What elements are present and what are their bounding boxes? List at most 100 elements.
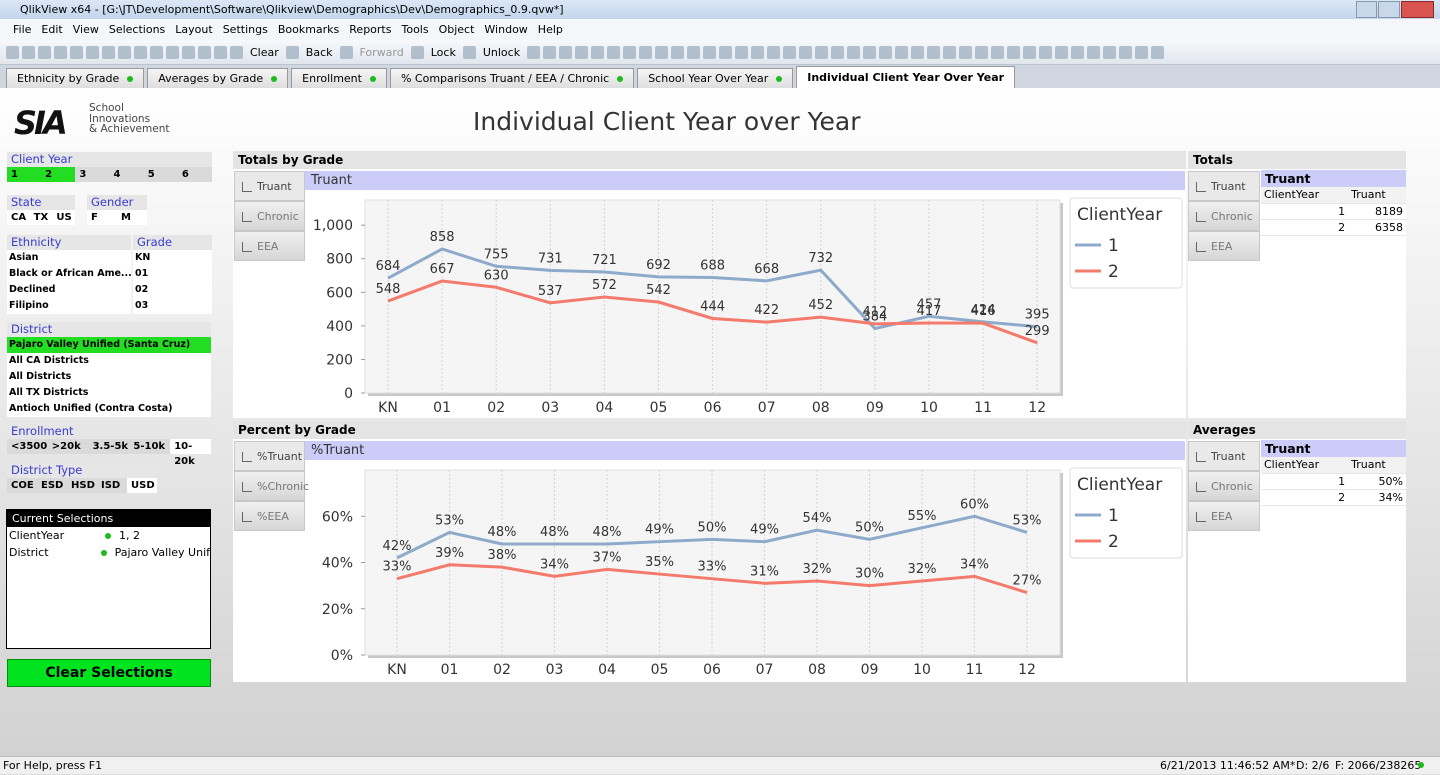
table-button[interactable]: Chronic xyxy=(1188,201,1260,231)
toolbar-icon[interactable] xyxy=(799,45,813,59)
toolbar-icon[interactable] xyxy=(182,45,195,59)
toolbar-icon[interactable] xyxy=(118,45,131,59)
listbox-value[interactable]: All Districts xyxy=(9,371,72,382)
menu-item[interactable]: File xyxy=(13,23,32,36)
toolbar-icon[interactable] xyxy=(339,45,353,59)
listbox-value[interactable]: ISD xyxy=(97,478,127,493)
menu-item[interactable]: Settings xyxy=(222,23,268,36)
listbox-value[interactable]: Asian xyxy=(9,252,39,263)
toolbar-icon[interactable] xyxy=(38,45,51,59)
toolbar-icon[interactable] xyxy=(879,45,893,59)
toolbar-icon[interactable] xyxy=(751,45,765,59)
toolbar-icon[interactable] xyxy=(975,45,989,59)
toolbar-icon[interactable] xyxy=(623,45,637,59)
toolbar-icon[interactable] xyxy=(815,45,829,59)
toolbar-icon[interactable] xyxy=(863,45,877,59)
toolbar-button[interactable]: Back xyxy=(305,45,333,59)
table-button[interactable]: Truant xyxy=(1188,441,1260,471)
toolbar-icon[interactable] xyxy=(410,45,424,59)
listbox-value[interactable]: 2 xyxy=(41,167,76,182)
sheet-tab[interactable]: Averages by Grade xyxy=(147,68,289,88)
toolbar-icon[interactable] xyxy=(54,45,67,59)
sheet-tab[interactable]: % Comparisons Truant / EEA / Chronic xyxy=(389,68,635,88)
toolbar-icon[interactable] xyxy=(911,45,925,59)
toolbar-icon[interactable] xyxy=(591,45,605,59)
toolbar-button[interactable]: Forward xyxy=(359,45,404,59)
sheet-tab[interactable]: Individual Client Year Over Year xyxy=(796,66,1016,88)
toolbar-icon[interactable] xyxy=(150,45,163,59)
toolbar-icon[interactable] xyxy=(831,45,845,59)
toolbar-button[interactable]: Lock xyxy=(430,45,456,59)
toolbar-icon[interactable] xyxy=(671,45,685,59)
listbox-value[interactable]: 02 xyxy=(135,284,149,295)
menu-item[interactable]: Layout xyxy=(175,23,213,36)
listbox-value[interactable]: ESD xyxy=(37,478,67,493)
listbox-value[interactable]: 03 xyxy=(135,300,149,311)
listbox-value[interactable]: 3.5-5k xyxy=(88,439,130,454)
listbox-value[interactable]: <3500 xyxy=(7,439,48,454)
table-button[interactable]: Truant xyxy=(1188,171,1260,201)
toolbar-icon[interactable] xyxy=(22,45,35,59)
toolbar-icon[interactable] xyxy=(527,45,541,59)
listbox-value[interactable]: USD xyxy=(127,478,157,493)
toolbar-icon[interactable] xyxy=(1039,45,1053,59)
listbox-value[interactable]: KN xyxy=(135,252,151,263)
toolbar-icon[interactable] xyxy=(1071,45,1085,59)
listbox-value[interactable]: COE xyxy=(7,478,37,493)
listbox-value[interactable]: 5 xyxy=(143,167,178,182)
listbox-value[interactable]: 3 xyxy=(75,167,110,182)
toolbar-icon[interactable] xyxy=(639,45,653,59)
listbox-value[interactable]: Pajaro Valley Unified (Santa Cruz) xyxy=(7,337,211,353)
toolbar-icon[interactable] xyxy=(166,45,179,59)
toolbar-icon[interactable] xyxy=(687,45,701,59)
listbox-value[interactable]: F xyxy=(87,210,117,225)
toolbar-icon[interactable] xyxy=(543,45,557,59)
toolbar-icon[interactable] xyxy=(70,45,83,59)
chart-button[interactable]: EEA xyxy=(234,231,305,261)
toolbar-button[interactable]: Clear xyxy=(250,45,279,59)
toolbar-icon[interactable] xyxy=(783,45,797,59)
toolbar-icon[interactable] xyxy=(230,45,243,59)
toolbar-icon[interactable] xyxy=(767,45,781,59)
listbox-value[interactable]: All CA Districts xyxy=(9,355,89,366)
toolbar-icon[interactable] xyxy=(134,45,147,59)
listbox-value[interactable]: Antioch Unified (Contra Costa) xyxy=(9,403,173,414)
menu-item[interactable]: View xyxy=(72,23,99,36)
toolbar-button[interactable]: Unlock xyxy=(482,45,521,59)
listbox-value[interactable]: Filipino xyxy=(9,300,49,311)
menu-item[interactable]: Object xyxy=(438,23,475,36)
toolbar-icon[interactable] xyxy=(655,45,669,59)
menu-item[interactable]: Selections xyxy=(108,23,166,36)
table-button[interactable]: EEA xyxy=(1188,501,1260,531)
toolbar-icon[interactable] xyxy=(703,45,717,59)
listbox-value[interactable]: >20k xyxy=(47,439,89,454)
listbox-value[interactable]: 01 xyxy=(135,268,149,279)
toolbar-icon[interactable] xyxy=(285,45,299,59)
chart-button[interactable]: Truant xyxy=(234,171,305,201)
listbox-value[interactable]: Black or African Ame... xyxy=(9,268,131,279)
toolbar-icon[interactable] xyxy=(607,45,621,59)
listbox-value[interactable]: 4 xyxy=(109,167,144,182)
menu-item[interactable]: Tools xyxy=(401,23,429,36)
listbox-value[interactable]: 10-20k xyxy=(170,439,211,467)
toolbar-icon[interactable] xyxy=(895,45,909,59)
toolbar-icon[interactable] xyxy=(943,45,957,59)
toolbar-icon[interactable] xyxy=(575,45,589,59)
toolbar-icon[interactable] xyxy=(1119,45,1133,59)
listbox-value[interactable]: All TX Districts xyxy=(9,387,89,398)
toolbar-icon[interactable] xyxy=(991,45,1005,59)
listbox-value[interactable]: CA xyxy=(7,210,30,225)
clear-selections-button[interactable]: Clear Selections xyxy=(7,659,211,687)
table-button[interactable]: EEA xyxy=(1188,231,1260,261)
menu-item[interactable]: Bookmarks xyxy=(277,23,340,36)
menu-item[interactable]: Help xyxy=(537,23,563,36)
toolbar-icon[interactable] xyxy=(1023,45,1037,59)
toolbar-icon[interactable] xyxy=(1055,45,1069,59)
toolbar-icon[interactable] xyxy=(1151,45,1165,59)
chart-button[interactable]: Chronic xyxy=(234,201,305,231)
toolbar-icon[interactable] xyxy=(719,45,733,59)
sheet-tab[interactable]: Enrollment xyxy=(291,68,387,88)
listbox-value[interactable]: Declined xyxy=(9,284,56,295)
chart-button[interactable]: %Truant xyxy=(234,441,305,471)
toolbar-icon[interactable] xyxy=(214,45,227,59)
